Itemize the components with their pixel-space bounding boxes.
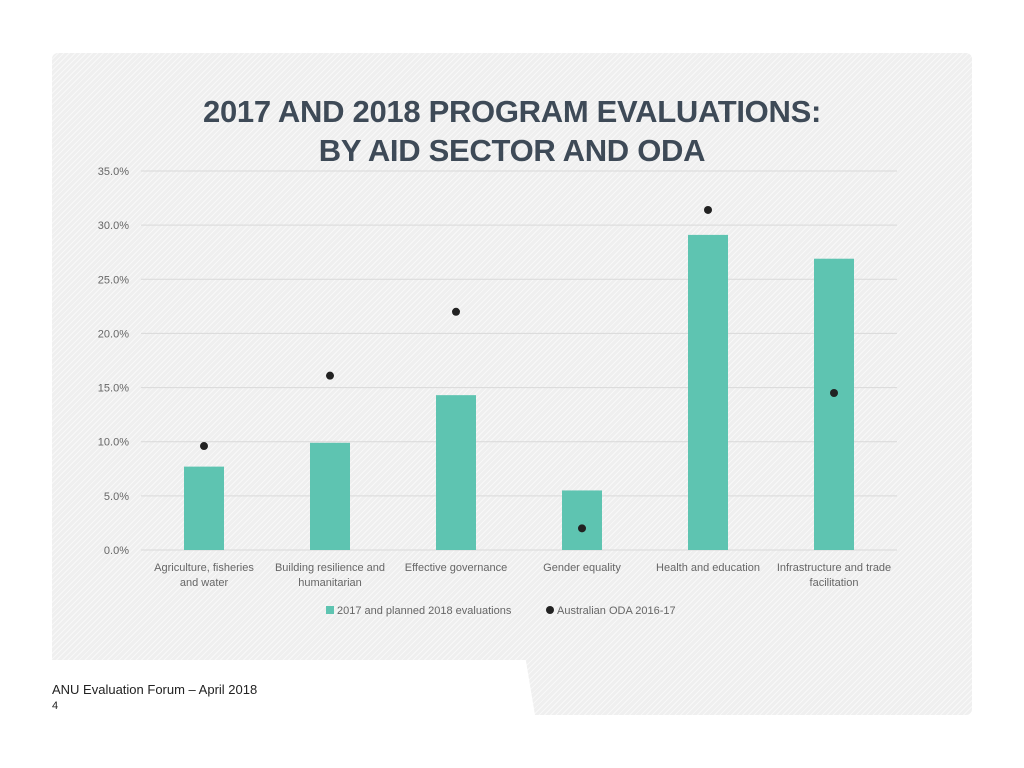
legend-bar-swatch <box>326 606 334 614</box>
chart-title-line-1: 2017 AND 2018 PROGRAM EVALUATIONS: <box>203 94 821 129</box>
x-category-label: humanitarian <box>298 577 362 589</box>
legend-marker-label: Australian ODA 2016-17 <box>557 605 676 617</box>
y-tick-label: 15.0% <box>98 383 129 395</box>
bar <box>436 395 476 550</box>
oda-marker <box>704 205 712 214</box>
oda-marker <box>326 371 334 380</box>
x-category-label: Infrastructure and trade <box>777 562 891 574</box>
page-number: 4 <box>52 700 59 712</box>
x-category-label: Health and education <box>656 562 760 574</box>
x-category-label: Building resilience and <box>275 562 385 574</box>
bar <box>310 442 350 550</box>
y-tick-label: 25.0% <box>98 274 129 286</box>
oda-marker <box>830 388 838 397</box>
oda-marker <box>578 524 586 533</box>
x-category-label: Gender equality <box>543 562 621 574</box>
y-tick-label: 30.0% <box>98 220 129 232</box>
x-category-label: and water <box>180 577 229 589</box>
bar <box>688 234 728 551</box>
x-category-label: Agriculture, fisheries <box>154 562 254 574</box>
y-tick-label: 5.0% <box>104 491 129 503</box>
chart-title-line-2: BY AID SECTOR AND ODA <box>318 133 706 168</box>
oda-marker <box>452 307 460 316</box>
legend-bar-label: 2017 and planned 2018 evaluations <box>337 605 512 617</box>
y-tick-label: 35.0% <box>98 166 129 178</box>
x-category-label: Effective governance <box>405 562 508 574</box>
bar <box>814 258 854 550</box>
y-tick-label: 0.0% <box>104 545 129 557</box>
oda-marker <box>200 442 208 451</box>
y-tick-label: 10.0% <box>98 437 129 449</box>
y-tick-label: 20.0% <box>98 328 129 340</box>
footer-title: ANU Evaluation Forum – April 2018 <box>52 682 258 697</box>
legend-marker-swatch <box>546 606 554 614</box>
bar <box>184 466 224 550</box>
chart-title: 2017 AND 2018 PROGRAM EVALUATIONS: BY AI… <box>52 92 972 170</box>
bar <box>562 490 602 550</box>
x-category-label: facilitation <box>810 577 859 589</box>
